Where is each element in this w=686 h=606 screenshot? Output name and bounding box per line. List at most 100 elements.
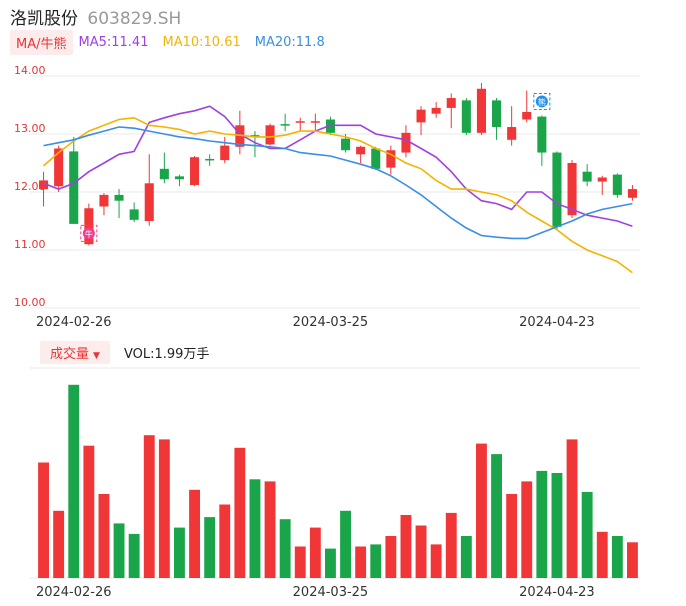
candle-body	[220, 145, 230, 161]
candle-body	[476, 88, 486, 133]
candle-body	[325, 119, 335, 133]
volume-bar	[415, 525, 427, 578]
stock-name: 洛凯股份	[10, 9, 78, 29]
volume-bar	[445, 512, 457, 578]
ma5-legend: MA5:11.41	[78, 34, 149, 50]
stock-title: 洛凯股份 603829.SH	[10, 4, 181, 29]
volume-x-tick-label: 2024-02-26	[36, 585, 112, 600]
candle-body	[416, 109, 426, 123]
volume-bar	[264, 481, 276, 578]
y-tick-label: 14.00	[14, 64, 46, 77]
volume-x-tick-label: 2024-04-23	[519, 585, 595, 600]
volume-bar	[158, 439, 170, 578]
marker-frame	[80, 224, 98, 242]
volume-bar	[83, 445, 95, 578]
volume-bar	[627, 542, 638, 578]
ma10-legend: MA10:10.61	[162, 34, 241, 50]
volume-bar	[340, 510, 351, 578]
ma-toggle-button[interactable]: MA/牛熊	[10, 29, 73, 55]
candle-body	[552, 152, 562, 227]
y-tick-label: 10.00	[14, 296, 46, 309]
candle-body	[54, 148, 64, 187]
volume-bar	[128, 533, 140, 578]
volume-bar	[249, 479, 261, 578]
volume-bar	[385, 536, 397, 578]
volume-bar	[355, 546, 367, 578]
candle-body	[265, 125, 275, 145]
volume-bar	[325, 548, 336, 578]
x-tick-label: 2024-04-23	[519, 315, 595, 330]
volume-bar	[113, 523, 125, 578]
volume-bar	[279, 519, 291, 578]
marker-label: 熊	[538, 97, 546, 107]
volume-bar	[219, 504, 231, 578]
x-tick-label: 2024-02-26	[36, 315, 112, 330]
candle-body	[597, 177, 607, 182]
candle-body	[295, 121, 305, 123]
candle-body	[310, 121, 320, 123]
volume-bar	[204, 517, 216, 578]
candle-body	[341, 138, 351, 151]
volume-value: VOL:1.99万手	[123, 347, 210, 362]
volume-bar	[309, 527, 321, 578]
candle-body	[507, 127, 517, 140]
candle-body	[114, 194, 124, 201]
candle-body	[567, 163, 577, 216]
candle-body	[401, 132, 411, 153]
volume-bar	[53, 510, 65, 578]
candle-body	[537, 116, 547, 153]
volume-toggle-button[interactable]: 成交量 ▼	[40, 341, 110, 364]
volume-toggle-label: 成交量	[50, 347, 90, 362]
ma10-line	[42, 116, 633, 274]
candle-body	[129, 209, 139, 220]
candle-body	[159, 168, 169, 180]
volume-bar	[581, 491, 593, 578]
candle-body	[522, 111, 532, 120]
ma-legend: MA/牛熊 MA5:11.41 MA10:10.61 MA20:11.8	[10, 29, 339, 55]
volume-bar	[611, 536, 623, 578]
volume-bar	[430, 544, 442, 578]
marker-frame	[533, 92, 551, 110]
volume-bar	[98, 494, 110, 578]
volume-bar	[234, 447, 246, 578]
candle-body	[205, 158, 215, 161]
candle-body	[174, 176, 184, 180]
marker-label: 牛	[85, 229, 93, 239]
candle-body	[39, 180, 49, 190]
y-tick-label: 13.00	[14, 122, 46, 135]
volume-bar	[189, 489, 200, 578]
volume-bar	[521, 481, 533, 578]
volume-legend: 成交量 ▼ VOL:1.99万手	[40, 341, 209, 364]
candle-body	[627, 189, 637, 198]
candle-body	[250, 135, 260, 137]
volume-bar	[551, 473, 563, 578]
volume-bar	[38, 462, 49, 578]
volume-bar	[174, 527, 185, 578]
volume-bar	[370, 544, 382, 578]
stock-code: 603829.SH	[87, 9, 182, 29]
volume-bar	[460, 536, 472, 578]
candle-body	[356, 146, 366, 155]
ma20-legend: MA20:11.8	[254, 34, 325, 50]
candle-body	[69, 151, 79, 224]
marker-badge	[82, 227, 95, 240]
volume-bar	[536, 470, 548, 578]
y-tick-label: 12.00	[14, 180, 46, 193]
candle-body	[582, 171, 592, 182]
volume-x-tick-label: 2024-03-25	[293, 585, 369, 600]
candle-body	[612, 174, 622, 195]
x-tick-label: 2024-03-25	[293, 315, 369, 330]
y-tick-label: 11.00	[14, 238, 46, 251]
volume-bar	[68, 384, 80, 578]
volume-bar	[491, 454, 502, 578]
candle-body	[235, 125, 245, 147]
candle-body	[431, 107, 441, 114]
volume-bar	[400, 515, 412, 578]
caret-down-icon: ▼	[93, 351, 100, 361]
marker-badge	[535, 95, 548, 108]
candle-body	[144, 183, 154, 221]
candle-body	[99, 194, 109, 207]
candle-body	[371, 148, 381, 169]
volume-bar	[506, 494, 518, 578]
